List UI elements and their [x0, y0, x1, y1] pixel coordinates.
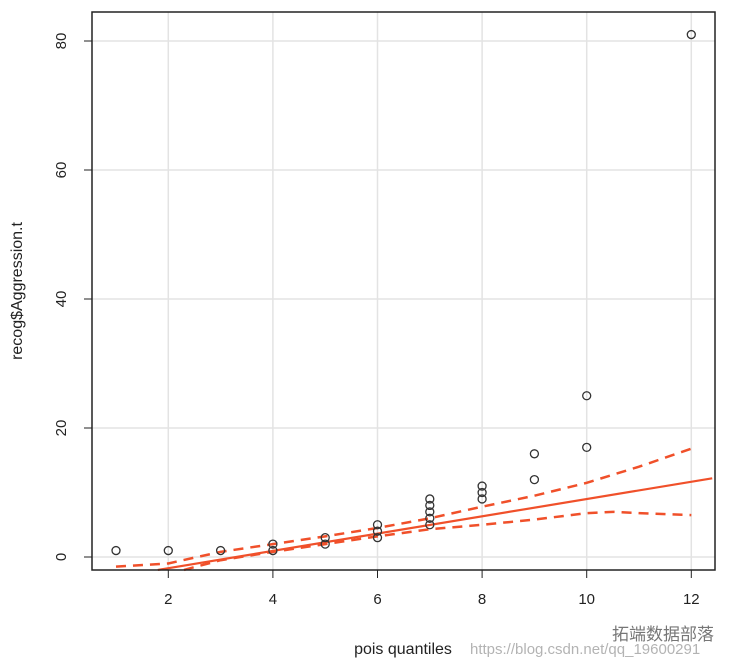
x-tick-label: 4: [269, 591, 277, 608]
y-tick-label: 60: [53, 162, 70, 179]
y-axis: 0 20 40 60 80: [53, 33, 92, 561]
data-point: [582, 391, 592, 401]
data-point: [425, 507, 435, 517]
upper-confidence-band: [115, 447, 692, 568]
data-point: [320, 533, 330, 543]
data-point: [268, 539, 278, 549]
y-tick-label: 0: [53, 553, 70, 561]
data-point: [686, 29, 696, 40]
confidence-bands: [115, 447, 713, 572]
data-point: [425, 500, 435, 511]
data-point: [529, 474, 540, 485]
data-point: [529, 449, 540, 459]
data-point: [372, 520, 383, 530]
watermark-url: https://blog.csdn.net/qq_19600291: [470, 641, 700, 658]
x-axis-label: pois quantiles: [354, 641, 452, 658]
data-point: [111, 545, 121, 556]
data-point: [425, 494, 435, 504]
data-points: [111, 29, 696, 556]
reference-line: [157, 477, 713, 571]
data-point: [425, 513, 435, 523]
data-point: [163, 545, 173, 556]
y-tick-label: 80: [53, 33, 70, 50]
data-point: [372, 533, 383, 543]
data-point: [268, 545, 278, 556]
y-tick-label: 40: [53, 291, 70, 308]
y-tick-label: 20: [53, 420, 70, 437]
x-tick-label: 10: [578, 591, 595, 608]
grid: [92, 12, 715, 570]
data-point: [477, 494, 487, 504]
x-tick-label: 8: [478, 591, 486, 608]
x-axis: 2 4 6 8 10 12: [164, 570, 700, 608]
data-point: [582, 442, 592, 453]
data-point: [477, 487, 487, 498]
data-point: [425, 520, 435, 530]
data-point: [320, 539, 330, 549]
data-point: [215, 545, 226, 556]
lower-confidence-band: [183, 510, 692, 572]
x-tick-label: 12: [683, 591, 700, 608]
watermark-brand: 拓端数据部落: [612, 625, 714, 644]
x-tick-label: 2: [164, 591, 172, 608]
data-point: [477, 481, 487, 491]
y-axis-label: recog$Aggression.t: [9, 222, 26, 360]
plot-frame: [91, 11, 716, 571]
x-tick-label: 6: [373, 591, 381, 608]
data-point: [372, 526, 383, 536]
